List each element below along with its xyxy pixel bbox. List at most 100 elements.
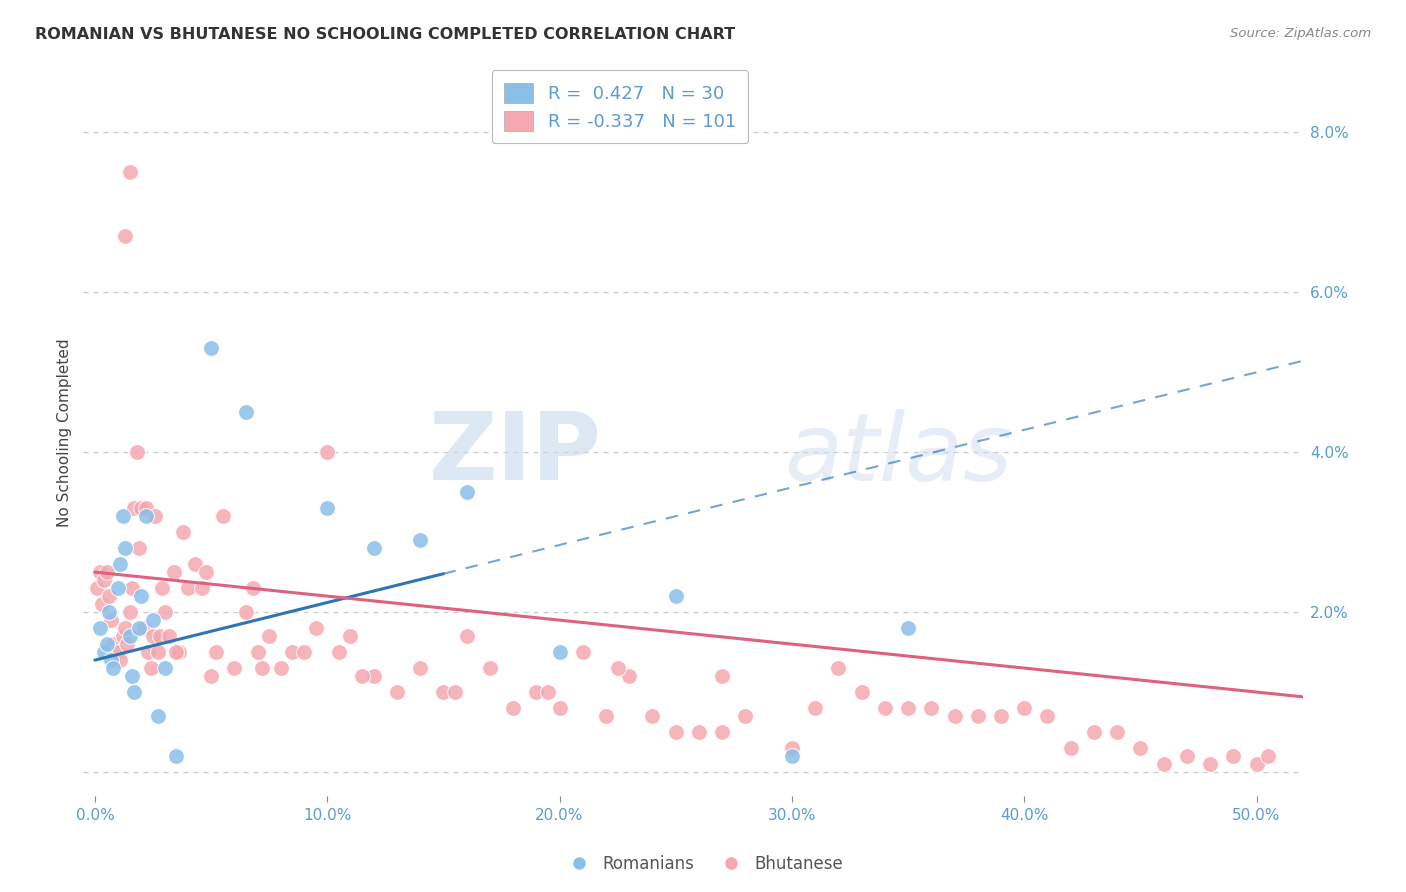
Point xyxy=(1175,749,1198,764)
Point xyxy=(1060,741,1083,756)
Point xyxy=(328,645,350,659)
Point xyxy=(352,669,374,683)
Point xyxy=(537,685,560,699)
Point xyxy=(339,629,361,643)
Point xyxy=(363,541,385,556)
Point xyxy=(103,661,125,675)
Point xyxy=(172,525,194,540)
Point xyxy=(665,725,688,739)
Point xyxy=(104,645,127,659)
Point xyxy=(270,661,292,675)
Point xyxy=(153,661,176,675)
Point xyxy=(93,645,115,659)
Point xyxy=(641,709,664,723)
Point xyxy=(281,645,304,659)
Point xyxy=(780,749,803,764)
Point xyxy=(132,621,155,635)
Point xyxy=(124,501,146,516)
Point xyxy=(177,581,200,595)
Point xyxy=(827,661,849,675)
Point xyxy=(548,645,571,659)
Point xyxy=(851,685,873,699)
Point xyxy=(97,589,120,603)
Point xyxy=(165,645,187,659)
Point xyxy=(734,709,756,723)
Point xyxy=(89,621,111,635)
Point xyxy=(432,685,454,699)
Point xyxy=(524,685,547,699)
Point xyxy=(114,229,136,244)
Point xyxy=(117,637,139,651)
Point xyxy=(131,501,153,516)
Point xyxy=(1107,725,1129,739)
Text: Source: ZipAtlas.com: Source: ZipAtlas.com xyxy=(1230,27,1371,40)
Point xyxy=(128,621,150,635)
Point xyxy=(200,669,222,683)
Point xyxy=(149,629,172,643)
Legend: R =  0.427   N = 30, R = -0.337   N = 101: R = 0.427 N = 30, R = -0.337 N = 101 xyxy=(492,70,748,144)
Legend: Romanians, Bhutanese: Romanians, Bhutanese xyxy=(555,848,851,880)
Point xyxy=(292,645,315,659)
Point xyxy=(804,701,827,715)
Point xyxy=(163,565,186,579)
Point xyxy=(246,645,269,659)
Point xyxy=(409,533,432,548)
Point xyxy=(114,621,136,635)
Point xyxy=(184,557,207,571)
Point xyxy=(456,629,478,643)
Point xyxy=(142,613,165,627)
Point xyxy=(124,685,146,699)
Point xyxy=(1257,749,1279,764)
Point xyxy=(96,637,118,651)
Point xyxy=(100,613,122,627)
Point xyxy=(1083,725,1105,739)
Point xyxy=(711,669,734,683)
Point xyxy=(138,645,160,659)
Point xyxy=(1246,757,1268,772)
Point xyxy=(135,509,157,524)
Text: ZIP: ZIP xyxy=(429,408,602,500)
Point xyxy=(780,741,803,756)
Point xyxy=(1222,749,1244,764)
Point xyxy=(242,581,264,595)
Point xyxy=(1012,701,1035,715)
Point xyxy=(128,541,150,556)
Point xyxy=(157,629,180,643)
Point xyxy=(121,581,143,595)
Point xyxy=(943,709,966,723)
Point xyxy=(224,661,246,675)
Point xyxy=(142,629,165,643)
Point xyxy=(873,701,896,715)
Point xyxy=(409,661,432,675)
Point xyxy=(211,509,233,524)
Point xyxy=(304,621,326,635)
Point xyxy=(1036,709,1059,723)
Point xyxy=(131,589,153,603)
Point xyxy=(107,581,129,595)
Point xyxy=(125,445,148,459)
Point xyxy=(548,701,571,715)
Point xyxy=(1153,757,1175,772)
Point xyxy=(1199,757,1222,772)
Point xyxy=(93,573,115,587)
Point xyxy=(135,501,157,516)
Text: atlas: atlas xyxy=(785,409,1012,500)
Point xyxy=(118,165,141,179)
Point xyxy=(235,605,257,619)
Point xyxy=(118,629,141,643)
Point xyxy=(572,645,595,659)
Point xyxy=(191,581,214,595)
Point xyxy=(688,725,710,739)
Point xyxy=(89,565,111,579)
Point xyxy=(146,645,169,659)
Point xyxy=(110,557,132,571)
Text: ROMANIAN VS BHUTANESE NO SCHOOLING COMPLETED CORRELATION CHART: ROMANIAN VS BHUTANESE NO SCHOOLING COMPL… xyxy=(35,27,735,42)
Y-axis label: No Schooling Completed: No Schooling Completed xyxy=(58,338,72,526)
Point xyxy=(100,653,122,667)
Point xyxy=(143,509,166,524)
Point xyxy=(114,541,136,556)
Point xyxy=(146,709,169,723)
Point xyxy=(165,749,187,764)
Point xyxy=(97,605,120,619)
Point xyxy=(257,629,280,643)
